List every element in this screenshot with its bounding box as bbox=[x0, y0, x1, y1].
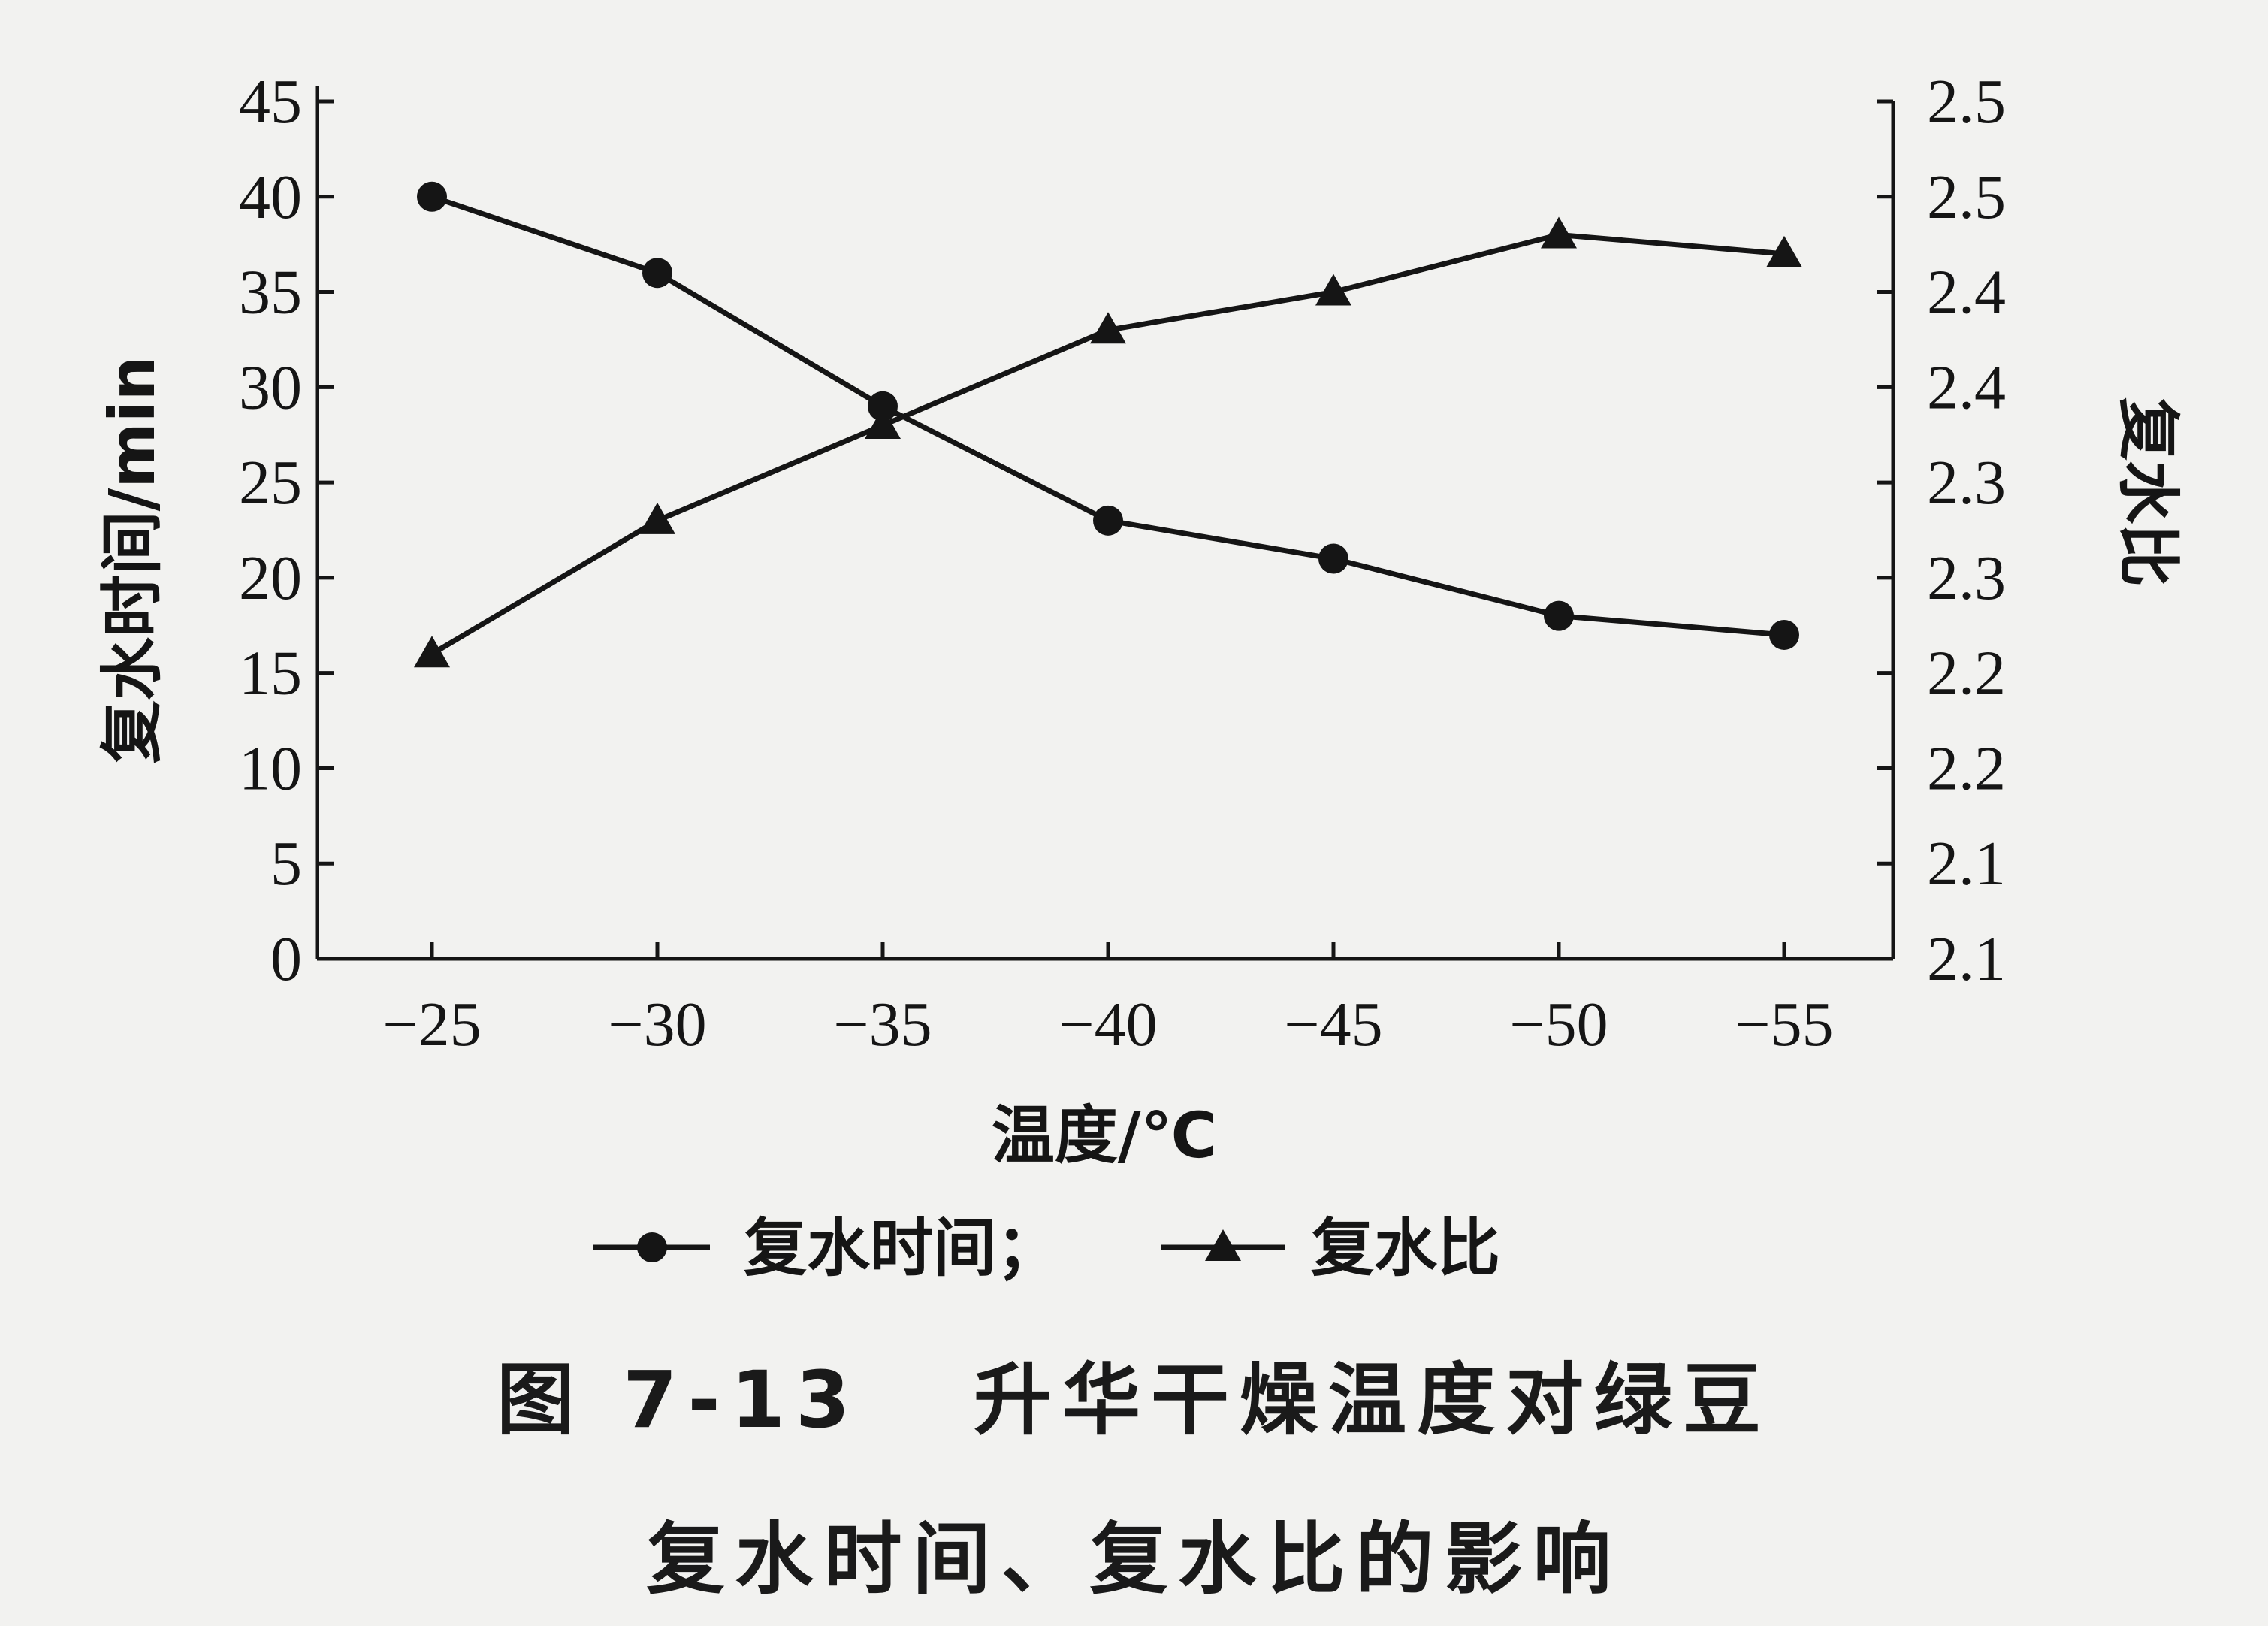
legend-label-recovery-time: 复水时间； bbox=[744, 1211, 1059, 1285]
data-point-triangle bbox=[639, 502, 675, 534]
data-point-circle bbox=[1769, 619, 1799, 650]
x-tick-label: −55 bbox=[1735, 990, 1833, 1059]
right-tick-label: 2.1 bbox=[1927, 829, 2006, 899]
left-tick-label: 30 bbox=[239, 352, 302, 422]
right-tick-label: 2.2 bbox=[1927, 639, 2006, 709]
data-point-triangle bbox=[1315, 274, 1351, 306]
x-tick-label: −45 bbox=[1284, 990, 1382, 1059]
left-tick-label: 0 bbox=[270, 924, 302, 994]
data-point-circle bbox=[1318, 543, 1348, 574]
x-tick-label: −50 bbox=[1509, 990, 1608, 1059]
chart-axes bbox=[315, 86, 1895, 961]
left-tick-label: 10 bbox=[239, 733, 302, 803]
series-recovery-time bbox=[417, 181, 1799, 650]
x-tick-label: −25 bbox=[382, 990, 481, 1059]
right-tick-label: 2.5 bbox=[1927, 67, 2006, 137]
left-axis-label: 复水时间/min bbox=[95, 356, 169, 764]
legend-item-rehydration-ratio bbox=[1161, 1229, 1285, 1261]
legend-item-recovery-time bbox=[593, 1232, 710, 1262]
right-tick-label: 2.4 bbox=[1927, 258, 2006, 328]
right-tick-label: 2.4 bbox=[1927, 352, 2006, 422]
right-tick-label: 2.5 bbox=[1927, 162, 2006, 232]
left-tick-label: 40 bbox=[239, 162, 302, 232]
left-tick-label: 5 bbox=[270, 829, 302, 899]
left-axis-ticks: 0 5 10 15 20 25 30 35 40 45 bbox=[239, 67, 334, 994]
series-line bbox=[430, 194, 1785, 638]
x-tick-label: −35 bbox=[833, 990, 932, 1059]
left-tick-label: 15 bbox=[239, 639, 302, 709]
x-tick-label: −40 bbox=[1059, 990, 1157, 1059]
data-point-circle bbox=[1544, 600, 1574, 631]
legend-label-rehydration-ratio: 复水比 bbox=[1311, 1211, 1500, 1285]
legend-marker-triangle bbox=[1205, 1229, 1241, 1261]
right-axis-ticks: 2.1 2.1 2.2 2.2 2.3 2.3 2.4 2.4 2.5 2.5 bbox=[1877, 67, 2006, 994]
data-point-triangle bbox=[1541, 216, 1577, 249]
legend: 复水时间； 复水比 bbox=[593, 1211, 1500, 1285]
figure-caption-line-1: 图 7-13 升华干燥温度对绿豆 bbox=[496, 1354, 1772, 1446]
legend-marker-circle bbox=[637, 1232, 667, 1262]
right-axis-label: 复水比 bbox=[2111, 397, 2185, 587]
series-line bbox=[430, 231, 1785, 657]
figure-caption-line-2: 复水时间、复水比的影响 bbox=[646, 1513, 1622, 1605]
data-point-circle bbox=[1093, 505, 1123, 536]
left-tick-label: 20 bbox=[239, 543, 302, 613]
left-tick-label: 25 bbox=[239, 448, 302, 518]
right-tick-label: 2.2 bbox=[1927, 733, 2006, 803]
data-point-triangle bbox=[414, 636, 450, 668]
data-point-circle bbox=[642, 258, 672, 289]
series-rehydration-ratio bbox=[414, 216, 1802, 668]
data-point-circle bbox=[417, 181, 447, 212]
series-layer bbox=[414, 181, 1802, 668]
data-point-triangle bbox=[1090, 312, 1126, 344]
x-axis-label: 温度/℃ bbox=[992, 1099, 1217, 1172]
left-tick-label: 35 bbox=[239, 258, 302, 328]
data-point-triangle bbox=[865, 407, 901, 440]
right-tick-label: 2.3 bbox=[1927, 448, 2006, 518]
x-axis-ticks: −25 −30 −35 −40 −45 −50 −55 bbox=[382, 942, 1834, 1059]
x-tick-label: −30 bbox=[608, 990, 706, 1059]
data-point-circle bbox=[868, 391, 898, 422]
left-tick-label: 45 bbox=[239, 67, 302, 137]
right-tick-label: 2.1 bbox=[1927, 924, 2006, 994]
data-point-triangle bbox=[1766, 235, 1802, 267]
right-tick-label: 2.3 bbox=[1927, 543, 2006, 613]
